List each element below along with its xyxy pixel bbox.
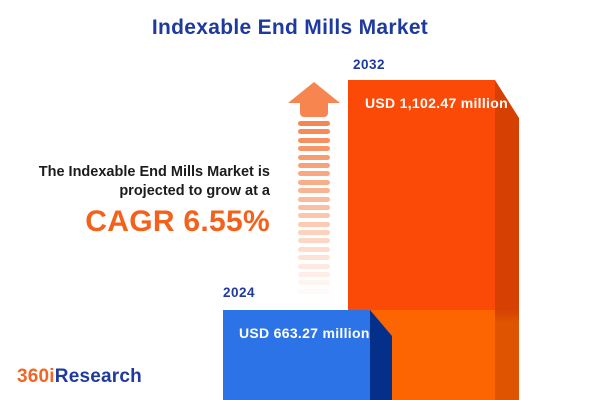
arrow-stripe	[298, 162, 330, 168]
bar-2024-year-label: 2024	[223, 285, 256, 300]
cagr-value: CAGR 6.55%	[85, 205, 270, 238]
arrow-stripe	[298, 171, 330, 177]
arrow-stripe	[298, 146, 330, 152]
arrow-stripe	[298, 121, 330, 126]
arrow-stripe	[298, 179, 330, 185]
chart-title: Indexable End Mills Market	[151, 16, 429, 39]
arrow-stripe	[298, 204, 330, 210]
arrow-stripe	[298, 288, 330, 294]
arrow-up-icon	[288, 82, 340, 103]
arrow-stripe	[298, 280, 330, 286]
growth-arrow	[286, 82, 342, 300]
arrow-stripe	[298, 188, 330, 194]
arrow-stripe	[298, 272, 330, 278]
arrow-stripe	[298, 263, 330, 269]
arrow-stripe	[298, 154, 330, 160]
arrow-stripe	[298, 230, 330, 236]
logo-research: Research	[54, 366, 142, 387]
bar-2024-side	[370, 310, 392, 400]
bar-2032-year-label: 2032	[353, 57, 386, 72]
bar-2024-front	[223, 310, 370, 400]
arrow-stripe	[298, 221, 330, 227]
arrow-stripe	[298, 129, 330, 135]
arrow-stripe	[298, 255, 330, 261]
annotation-block: The Indexable End Mills Market is projec…	[39, 163, 270, 239]
bar-2024-value-label: USD 663.27 million	[239, 325, 370, 341]
arrow-stripe	[298, 246, 330, 252]
bar-2024: USD 663.27 million	[223, 310, 392, 400]
bar-2032-value-label: USD 1,102.47 million	[365, 95, 508, 111]
arrow-stripe	[298, 137, 330, 143]
annotation-line-2: projected to grow at a	[119, 183, 270, 199]
arrow-stripe	[298, 196, 330, 202]
annotation-line-1: The Indexable End Mills Market is	[38, 164, 270, 180]
arrow-stripe	[298, 238, 330, 244]
arrow-stripes	[298, 121, 330, 297]
logo-360i: 360i	[17, 366, 55, 387]
arrow-stripe	[298, 213, 330, 219]
brand-logo: 360iResearch	[17, 366, 142, 388]
bar-2032-side	[495, 80, 519, 400]
arrow-tail	[300, 101, 328, 117]
